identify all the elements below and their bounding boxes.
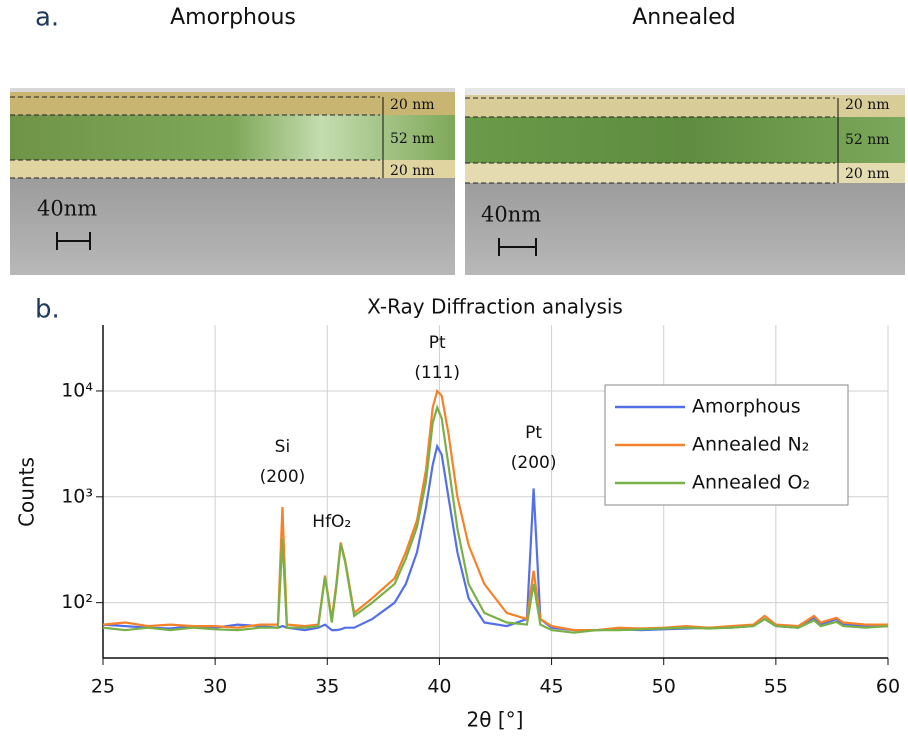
scale-label: 40nm	[37, 197, 97, 221]
x-tick-label: 30	[203, 676, 227, 698]
series-line	[102, 388, 888, 632]
y-tick-label: 10⁴	[61, 379, 93, 401]
legend-label: Annealed N₂	[692, 434, 809, 456]
panel-label: a.	[35, 3, 59, 33]
annotation: Pt	[429, 333, 446, 353]
panel-label: b.	[35, 295, 60, 325]
layer-label: 20 nm	[390, 97, 435, 113]
x-axis-label: 2θ [°]	[467, 708, 524, 732]
layer-label: 20 nm	[845, 97, 890, 113]
layer-label: 20 nm	[845, 166, 890, 182]
chart-title: X-Ray Diffraction analysis	[367, 295, 623, 319]
x-tick-label: 50	[652, 676, 676, 698]
annotation: (111)	[414, 363, 460, 383]
tem-image	[465, 88, 905, 275]
legend-label: Annealed O₂	[692, 472, 810, 494]
y-tick-label: 10³	[61, 485, 93, 507]
x-tick-label: 40	[427, 676, 451, 698]
annotation: Pt	[525, 423, 542, 443]
series-line	[102, 404, 889, 634]
y-axis-label: Counts	[15, 457, 39, 527]
legend-label: Amorphous	[692, 396, 801, 418]
x-tick-label: 55	[764, 676, 788, 698]
x-tick-label: 60	[876, 676, 900, 698]
annotation: Si	[275, 437, 291, 457]
scale-label: 40nm	[481, 203, 541, 227]
annotation: (200)	[511, 453, 557, 473]
x-tick-label: 45	[539, 676, 563, 698]
tem-image	[10, 88, 455, 275]
annotation: HfO₂	[312, 512, 351, 532]
layer-label: 20 nm	[390, 163, 435, 179]
x-tick-label: 25	[91, 676, 115, 698]
y-tick-label: 10²	[61, 591, 93, 613]
layer-label: 52 nm	[845, 132, 890, 148]
image-title: Annealed	[632, 5, 736, 30]
annotation: (200)	[260, 467, 306, 487]
layer-label: 52 nm	[390, 131, 435, 147]
x-tick-label: 35	[315, 676, 339, 698]
image-title: Amorphous	[170, 5, 296, 30]
